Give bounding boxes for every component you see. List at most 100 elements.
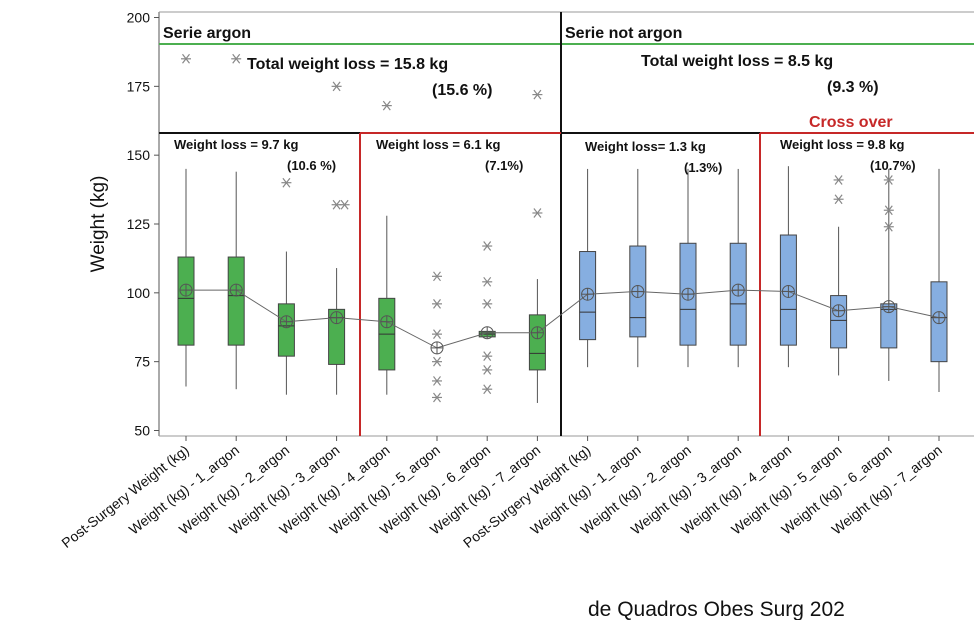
annotations: Serie argon Serie not argon Total weight… [163, 25, 916, 175]
outlier-asterisk [482, 241, 493, 251]
outlier-stroke [232, 53, 241, 64]
y-ticks: 50 75 100 125 150 175 200 [127, 10, 159, 438]
outlier-stroke [483, 384, 492, 395]
axes [158, 11, 974, 437]
y-tick-label: 200 [127, 10, 151, 26]
mean-marker [229, 283, 243, 297]
outlier-stroke [182, 53, 190, 64]
outlier-stroke [533, 89, 542, 100]
box-14 [830, 226, 848, 376]
box-10 [629, 168, 647, 368]
outlier-asterisk [231, 53, 242, 64]
outlier-stroke [433, 356, 441, 367]
box-11 [679, 168, 697, 368]
box-5 [378, 215, 396, 395]
mean-marker [932, 311, 946, 325]
box-1 [177, 168, 195, 387]
x-tick-labels: Post-Surgery Weight (kg)Weight (kg) - 1_… [58, 436, 945, 551]
box-body [830, 295, 848, 349]
outlier-stroke [433, 329, 441, 339]
outlier-stroke [433, 271, 441, 282]
outlier-asterisk [331, 81, 342, 92]
outlier-asterisk [482, 298, 493, 309]
total-argon-pct: (15.6 %) [432, 82, 492, 99]
cross-over-label: Cross over [809, 114, 893, 131]
outlier-asterisk [833, 175, 844, 185]
outlier-stroke [433, 392, 441, 403]
total-argon-label: Total weight loss = 15.8 kg [247, 56, 448, 73]
box-8 [528, 279, 546, 403]
mean-markers [179, 283, 946, 355]
mean-marker [430, 341, 444, 355]
serie-argon-label: Serie argon [163, 25, 251, 42]
mean-marker [631, 284, 645, 298]
boxes [177, 166, 948, 403]
outlier-asterisk [482, 351, 493, 362]
weight-loss-4-pct: (10.7%) [870, 158, 916, 173]
outlier-stroke [884, 175, 893, 185]
mean-marker [530, 326, 544, 340]
total-not-argon-label: Total weight loss = 8.5 kg [641, 53, 833, 70]
outlier-asterisk [432, 376, 442, 386]
outlier-stroke [483, 241, 492, 251]
outlier-stroke [483, 351, 492, 362]
outlier-asterisk [833, 194, 844, 205]
outlier-asterisk [883, 205, 894, 216]
box-9 [579, 168, 597, 368]
weight-loss-1-pct: (10.6 %) [287, 158, 336, 173]
y-tick-label: 175 [127, 78, 151, 94]
box-15 [880, 168, 898, 381]
y-tick-label: 125 [127, 216, 151, 232]
outlier-stroke [332, 81, 341, 92]
outlier-stroke [332, 199, 341, 210]
weight-loss-2: Weight loss = 6.1 kg [376, 137, 500, 152]
outlier-asterisk [432, 329, 442, 339]
outlier-stroke [433, 376, 441, 386]
outlier-stroke [884, 205, 893, 216]
box-body [177, 256, 195, 346]
citation: de Quadros Obes Surg 202 [588, 598, 845, 620]
mean-marker [330, 311, 344, 325]
outlier-markers [181, 53, 894, 403]
mean-marker [781, 284, 795, 298]
outlier-asterisk [432, 271, 442, 282]
y-tick-label: 100 [127, 285, 151, 301]
mean-marker [179, 283, 193, 297]
outlier-asterisk [432, 356, 442, 367]
outlier-stroke [433, 298, 441, 309]
box-16 [930, 168, 948, 392]
outlier-stroke [533, 208, 542, 218]
total-not-argon-pct: (9.3 %) [827, 79, 879, 96]
mean-marker [279, 315, 293, 329]
box-4 [328, 268, 346, 395]
box-body [227, 256, 245, 346]
y-tick-label: 150 [127, 147, 151, 163]
y-tick-label: 50 [134, 422, 150, 438]
outlier-asterisk [281, 177, 292, 188]
mean-connect-line [186, 289, 940, 349]
outlier-asterisk [432, 392, 442, 403]
outlier-stroke [483, 365, 492, 375]
outlier-asterisk [381, 100, 392, 111]
weight-loss-2-pct: (7.1%) [485, 158, 523, 173]
mean-marker [832, 304, 846, 318]
outlier-asterisk [883, 175, 894, 185]
outlier-asterisk [532, 89, 543, 100]
outlier-asterisk [482, 276, 493, 287]
box-body [277, 303, 295, 357]
mean-marker [882, 300, 896, 314]
mean-marker [380, 315, 394, 329]
outlier-asterisk [181, 53, 191, 64]
box-12 [729, 168, 747, 368]
mean-marker [681, 287, 695, 301]
outlier-asterisk [532, 208, 543, 218]
outlier-stroke [834, 194, 843, 205]
outlier-asterisk [432, 298, 442, 309]
outlier-asterisk [482, 365, 493, 375]
outlier-asterisk [339, 199, 350, 210]
weight-loss-3: Weight loss= 1.3 kg [585, 139, 706, 154]
mean-marker [581, 287, 595, 301]
outlier-stroke [340, 199, 349, 210]
outlier-asterisk [482, 384, 493, 395]
